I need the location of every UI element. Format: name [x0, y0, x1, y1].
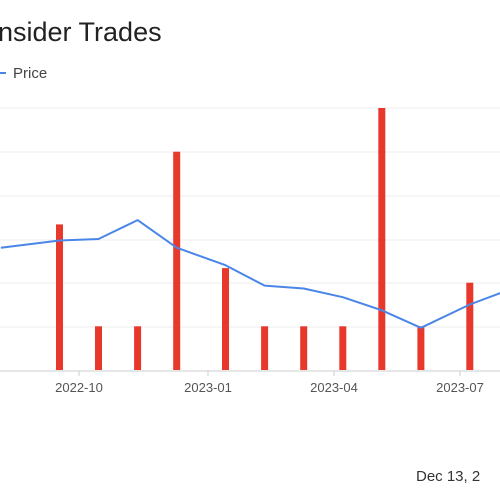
legend-price-label: Price: [13, 65, 47, 82]
trade-bar: [56, 224, 63, 370]
trade-bar: [173, 151, 181, 370]
price-line-layer: [0, 219, 500, 329]
trade-bar: [95, 326, 102, 370]
trade-bar: [466, 282, 474, 370]
trade-bar: [134, 326, 142, 370]
x-tick-label: 2023-07: [436, 380, 484, 395]
trade-bars: [56, 108, 474, 370]
chart-footer-date: Dec 13, 2: [416, 468, 480, 485]
x-tick-label: 2023-04: [310, 380, 358, 395]
trade-bar: [378, 108, 386, 370]
price-line: [0, 219, 500, 329]
legend: Price: [0, 65, 47, 82]
gridlines: [0, 107, 500, 328]
trade-bar: [417, 326, 425, 370]
x-axis-ticks: 2022-10 2023-01 2023-04 2023-07: [55, 371, 484, 395]
x-tick-label: 2023-01: [184, 380, 232, 395]
trade-bar: [261, 326, 269, 370]
chart-title: nsider Trades: [0, 17, 162, 47]
trade-bar: [339, 326, 347, 370]
x-tick-label: 2022-10: [55, 380, 103, 395]
trade-bar: [300, 326, 308, 370]
trade-bar: [222, 268, 229, 370]
